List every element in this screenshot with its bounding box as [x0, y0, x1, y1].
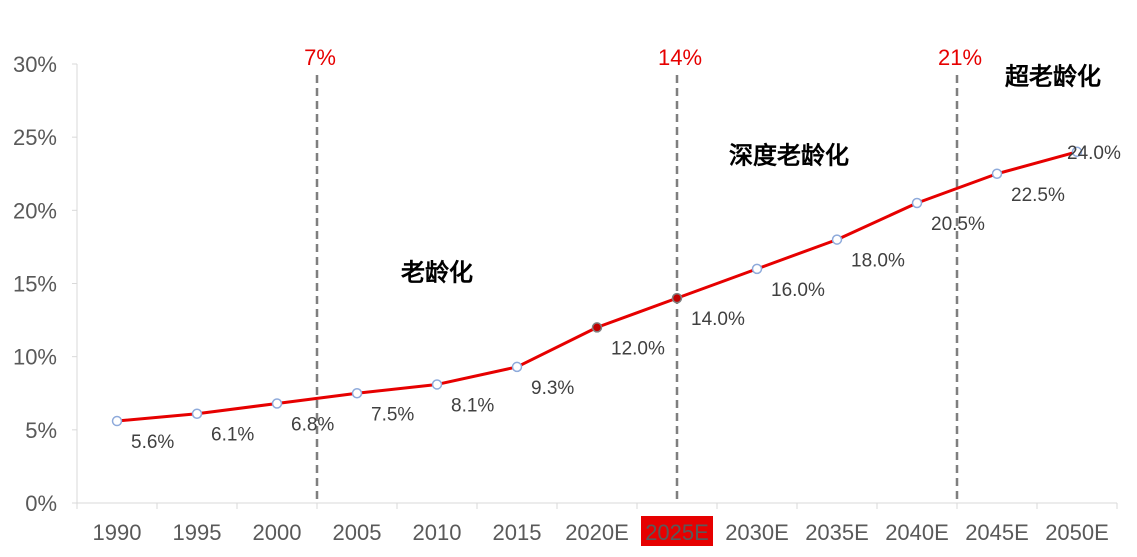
data-label: 16.0%	[771, 280, 825, 301]
data-point	[591, 322, 603, 333]
x-tick-label: 2005	[333, 520, 382, 545]
data-label: 12.0%	[611, 338, 665, 359]
x-axis-ticks: 1990 1995 2000 2005 2010 2015 2020E 2025E 2030E 2…	[76, 503, 1118, 546]
x-tick-label: 2035E	[805, 520, 869, 545]
data-point	[751, 263, 763, 275]
data-points	[111, 146, 1083, 427]
zone-label: 深度老龄化	[729, 142, 849, 170]
data-point	[511, 361, 523, 373]
zone-labels: 老龄化 深度老龄化 超老龄化	[401, 62, 1101, 286]
data-point	[431, 379, 443, 390]
x-tick-label: 2020E	[565, 520, 629, 545]
x-tick-label: 2015	[493, 520, 542, 545]
data-label: 24.0%	[1067, 143, 1121, 164]
x-tick-label: 2030E	[725, 520, 789, 545]
data-label: 18.0%	[851, 251, 905, 272]
data-label: 9.3%	[531, 378, 574, 399]
data-label: 14.0%	[691, 309, 745, 330]
data-labels: 5.6% 6.1% 6.8% 7.5% 8.1% 9.3% 12.0% 14.0% 16.0% 1…	[131, 143, 1121, 453]
data-point	[111, 415, 123, 427]
data-point	[831, 234, 843, 245]
zone-label: 超老龄化	[1005, 62, 1101, 90]
threshold-label: 14%	[658, 45, 702, 70]
data-point	[351, 388, 363, 399]
data-point	[1071, 146, 1083, 158]
y-tick-label: 25%	[13, 125, 57, 150]
data-point	[191, 408, 203, 419]
data-label: 20.5%	[931, 214, 985, 235]
data-point	[271, 398, 283, 409]
zone-label: 老龄化	[401, 259, 473, 287]
data-label: 22.5%	[1011, 185, 1065, 206]
threshold-lines: 7% 14% 21%	[304, 45, 982, 503]
x-tick-label: 1995	[173, 520, 222, 545]
y-tick-label: 20%	[13, 198, 57, 223]
x-tick-label: 2025E	[645, 520, 709, 545]
x-tick-label: 2040E	[885, 520, 949, 545]
data-label: 6.8%	[291, 414, 334, 435]
y-axis-ticks: 0% 5% 10% 15% 20% 25% 30%	[13, 52, 77, 516]
x-tick-label: 2045E	[965, 520, 1029, 545]
y-tick-label: 30%	[13, 52, 57, 77]
x-tick-label: 1990	[93, 520, 142, 545]
series-line-path	[116, 150, 1078, 423]
y-tick-label: 0%	[25, 491, 57, 516]
y-tick-label: 15%	[13, 272, 57, 297]
data-label: 7.5%	[371, 404, 414, 425]
data-point	[991, 168, 1003, 179]
series-line	[116, 150, 1078, 423]
y-tick-label: 5%	[25, 418, 57, 443]
data-label: 5.6%	[131, 432, 174, 453]
data-point	[911, 197, 923, 209]
data-label: 6.1%	[211, 425, 254, 446]
highlighted-tick-background	[641, 516, 713, 546]
threshold-label: 7%	[304, 45, 336, 70]
x-tick-label: 2050E	[1045, 520, 1109, 545]
x-tick-label: 2010	[413, 520, 462, 545]
y-tick-label: 10%	[13, 345, 57, 370]
x-tick-label: 2000	[253, 520, 302, 545]
threshold-label: 21%	[938, 45, 982, 70]
data-point	[671, 292, 683, 304]
data-label: 8.1%	[451, 395, 494, 416]
